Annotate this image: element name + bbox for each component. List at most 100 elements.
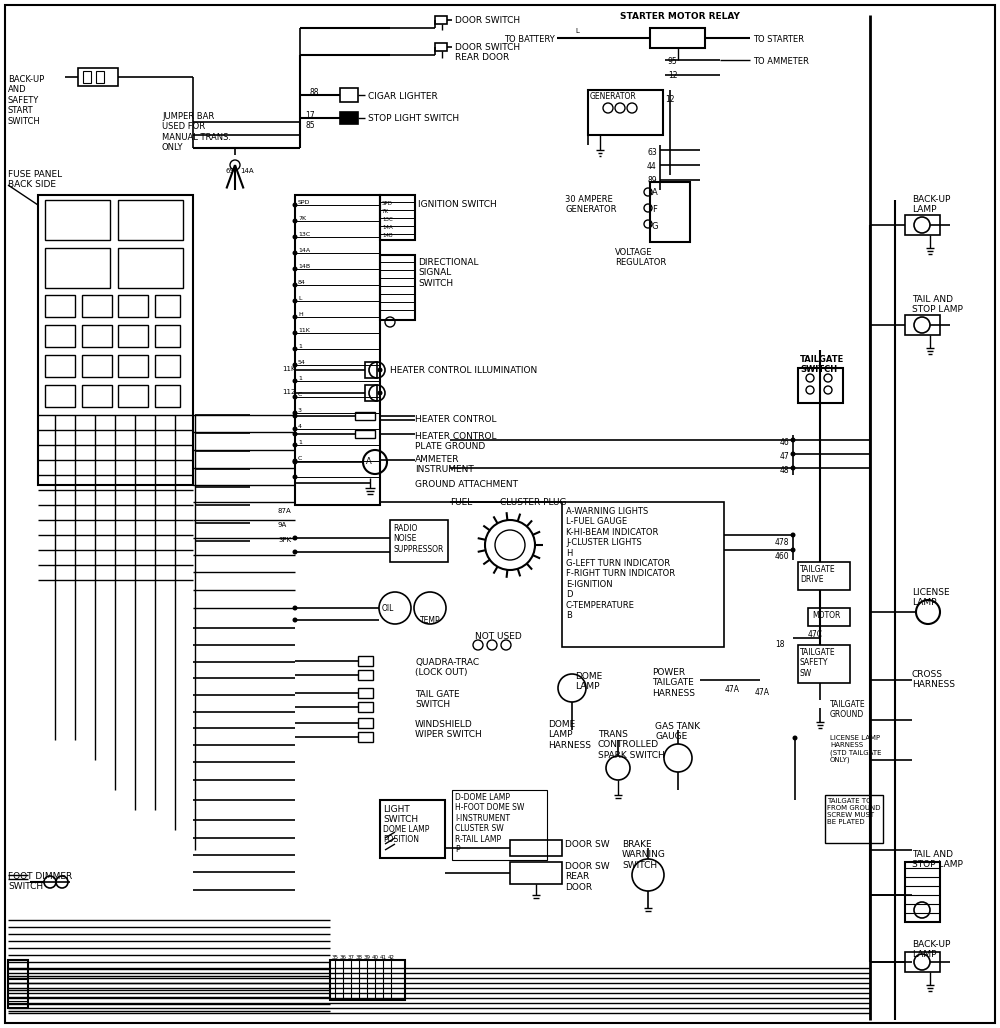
Text: GAS TANK
GAUGE: GAS TANK GAUGE: [655, 722, 700, 741]
Text: H: H: [298, 313, 303, 317]
Bar: [45, 325, 75, 347]
Bar: [82, 386, 112, 407]
Text: SPD: SPD: [382, 201, 393, 206]
Text: 47C: 47C: [808, 630, 823, 639]
Text: TO BATTERY: TO BATTERY: [504, 35, 555, 44]
Bar: [365, 362, 377, 378]
Circle shape: [790, 533, 796, 538]
Circle shape: [790, 438, 796, 442]
Circle shape: [292, 432, 298, 437]
Bar: [650, 28, 705, 48]
Bar: [510, 862, 562, 884]
Circle shape: [292, 219, 298, 223]
Text: 42: 42: [388, 955, 395, 960]
Text: QUADRA-TRAC
(LOCK OUT): QUADRA-TRAC (LOCK OUT): [415, 658, 479, 677]
Text: AMMETER
INSTRUMENT: AMMETER INSTRUMENT: [415, 455, 474, 474]
Circle shape: [292, 427, 298, 432]
Text: JUMPER BAR
USED FOR
MANUAL TRANS.
ONLY: JUMPER BAR USED FOR MANUAL TRANS. ONLY: [162, 112, 231, 152]
Bar: [380, 195, 415, 240]
Text: 9A: 9A: [278, 522, 287, 528]
Bar: [340, 112, 358, 124]
Bar: [588, 90, 663, 135]
Text: L: L: [298, 296, 302, 301]
Text: 14B: 14B: [298, 264, 310, 269]
Text: HEATER CONTROL: HEATER CONTROL: [415, 415, 496, 424]
Circle shape: [292, 475, 298, 479]
Text: 13C: 13C: [298, 232, 310, 237]
Text: A: A: [366, 457, 372, 466]
Bar: [808, 608, 850, 626]
Circle shape: [292, 298, 298, 303]
Circle shape: [292, 283, 298, 288]
Circle shape: [230, 160, 240, 170]
Bar: [380, 800, 445, 858]
Text: LIGHT
SWITCH: LIGHT SWITCH: [383, 805, 418, 824]
Text: 14A: 14A: [298, 248, 310, 253]
Text: TO STARTER: TO STARTER: [753, 35, 804, 44]
Bar: [905, 862, 940, 922]
Bar: [358, 732, 373, 742]
Circle shape: [792, 735, 798, 740]
Bar: [358, 718, 373, 728]
Text: 11K: 11K: [282, 366, 296, 372]
Text: 44: 44: [647, 162, 657, 171]
Bar: [365, 386, 377, 401]
Bar: [118, 325, 148, 347]
Text: A: A: [652, 188, 658, 197]
Text: DOME LAMP
POSITION: DOME LAMP POSITION: [383, 825, 429, 844]
Text: 112: 112: [282, 389, 295, 395]
Circle shape: [292, 251, 298, 256]
Text: 46: 46: [780, 438, 790, 447]
Text: CLUSTER PLUG: CLUSTER PLUG: [500, 498, 566, 507]
Text: 48: 48: [780, 466, 790, 475]
Circle shape: [292, 550, 298, 554]
Bar: [435, 16, 447, 24]
Bar: [82, 355, 112, 377]
Text: 47: 47: [780, 452, 790, 461]
Text: 7K: 7K: [298, 216, 306, 221]
Text: TAIL AND
STOP LAMP: TAIL AND STOP LAMP: [912, 295, 963, 315]
Text: 1: 1: [298, 376, 302, 381]
Circle shape: [292, 203, 298, 208]
Circle shape: [292, 346, 298, 352]
Bar: [905, 315, 940, 335]
Text: 41: 41: [380, 955, 387, 960]
Text: TAIL GATE
SWITCH: TAIL GATE SWITCH: [415, 690, 460, 709]
Circle shape: [292, 442, 298, 447]
Circle shape: [292, 363, 298, 367]
Bar: [330, 960, 405, 1000]
Bar: [155, 386, 180, 407]
Bar: [650, 182, 690, 242]
Text: LICENSE LAMP
HARNESS
(STD TAILGATE
ONLY): LICENSE LAMP HARNESS (STD TAILGATE ONLY): [830, 735, 882, 763]
Text: L: L: [575, 28, 579, 34]
Bar: [380, 255, 415, 320]
Text: 1: 1: [298, 344, 302, 348]
Text: BACK-UP
LAMP: BACK-UP LAMP: [912, 195, 950, 215]
Circle shape: [292, 410, 298, 415]
Text: FOOT DIMMER
SWITCH: FOOT DIMMER SWITCH: [8, 872, 72, 891]
Bar: [155, 325, 180, 347]
Text: 12: 12: [665, 95, 674, 104]
Circle shape: [292, 460, 298, 465]
Bar: [118, 200, 183, 240]
Text: 40: 40: [372, 955, 379, 960]
Bar: [905, 952, 940, 972]
Text: 88: 88: [310, 88, 320, 97]
Bar: [825, 795, 883, 843]
Bar: [45, 295, 75, 317]
Bar: [38, 195, 193, 485]
Bar: [905, 215, 940, 235]
Text: WINDSHIELD
WIPER SWITCH: WINDSHIELD WIPER SWITCH: [415, 720, 482, 739]
Circle shape: [292, 618, 298, 623]
Bar: [435, 43, 447, 51]
Text: HEATER CONTROL ILLUMINATION: HEATER CONTROL ILLUMINATION: [390, 366, 537, 375]
Text: 84: 84: [298, 280, 306, 285]
Text: 13C: 13C: [382, 217, 393, 222]
Circle shape: [292, 266, 298, 271]
Bar: [358, 656, 373, 666]
Text: A-WARNING LIGHTS
L-FUEL GAUGE
K-HI-BEAM INDICATOR
J-CLUSTER LIGHTS
H
G-LEFT TURN: A-WARNING LIGHTS L-FUEL GAUGE K-HI-BEAM …: [566, 507, 675, 620]
Text: 30 AMPERE
GENERATOR: 30 AMPERE GENERATOR: [565, 195, 616, 215]
Text: GENERATOR: GENERATOR: [590, 91, 637, 101]
Text: 38: 38: [356, 955, 363, 960]
Text: 4: 4: [298, 424, 302, 429]
